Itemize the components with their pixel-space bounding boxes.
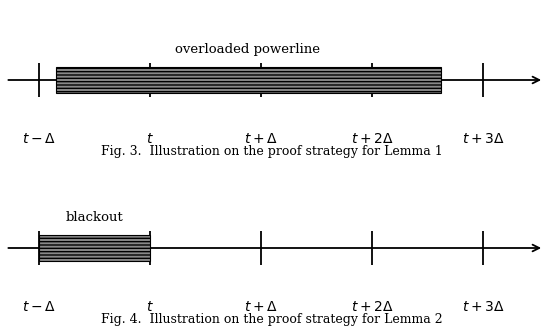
Text: Fig. 3.  Illustration on the proof strategy for Lemma 1: Fig. 3. Illustration on the proof strate… bbox=[101, 145, 443, 158]
Text: $t$: $t$ bbox=[146, 132, 154, 146]
Bar bbox=[55, 67, 441, 93]
Bar bbox=[39, 235, 150, 261]
Text: $t+2\Delta$: $t+2\Delta$ bbox=[350, 132, 393, 146]
Text: overloaded powerline: overloaded powerline bbox=[175, 44, 320, 56]
Text: $t+3\Delta$: $t+3\Delta$ bbox=[462, 300, 504, 314]
Text: $t+2\Delta$: $t+2\Delta$ bbox=[350, 300, 393, 314]
Text: $t-\Delta$: $t-\Delta$ bbox=[22, 132, 56, 146]
Text: $t-\Delta$: $t-\Delta$ bbox=[22, 300, 56, 314]
Text: $t+3\Delta$: $t+3\Delta$ bbox=[462, 132, 504, 146]
Text: $t+\Delta$: $t+\Delta$ bbox=[244, 132, 278, 146]
Text: $t$: $t$ bbox=[146, 300, 154, 314]
Text: blackout: blackout bbox=[65, 212, 123, 224]
Text: $t+\Delta$: $t+\Delta$ bbox=[244, 300, 278, 314]
Text: Fig. 4.  Illustration on the proof strategy for Lemma 2: Fig. 4. Illustration on the proof strate… bbox=[101, 313, 443, 326]
